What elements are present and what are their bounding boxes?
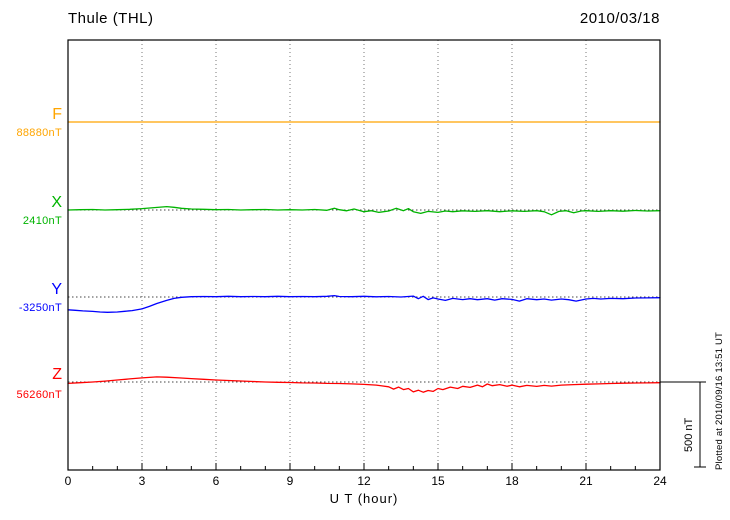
trace-symbol-X: X xyxy=(51,194,62,211)
x-tick-label-21: 21 xyxy=(579,474,593,488)
trace-symbol-F: F xyxy=(52,106,62,123)
x-tick-label-0: 0 xyxy=(64,474,72,488)
x-tick-label-12: 12 xyxy=(357,474,371,488)
plot-date: 2010/03/18 xyxy=(579,10,660,27)
trace-baseline-Y: -3250nT xyxy=(18,302,62,314)
trace-symbol-Y: Y xyxy=(51,281,62,298)
x-tick-label-3: 3 xyxy=(138,474,146,488)
x-tick-label-24: 24 xyxy=(653,474,667,488)
trace-baseline-X: 2410nT xyxy=(22,215,62,227)
station-title: Thule (THL) xyxy=(68,10,154,27)
trace-symbol-Z: Z xyxy=(52,366,62,383)
x-axis-label: U T (hour) xyxy=(329,491,399,506)
x-tick-label-9: 9 xyxy=(286,474,294,488)
trace-baseline-Z: 56260nT xyxy=(16,389,62,401)
trace-baseline-F: 88880nT xyxy=(16,127,62,139)
x-tick-label-15: 15 xyxy=(431,474,445,488)
x-tick-label-6: 6 xyxy=(212,474,220,488)
plotted-at-note: Plotted at 2010/09/16 13:51 UT xyxy=(714,331,725,470)
scale-bar-label: 500 nT xyxy=(683,417,695,452)
x-tick-label-18: 18 xyxy=(505,474,519,488)
